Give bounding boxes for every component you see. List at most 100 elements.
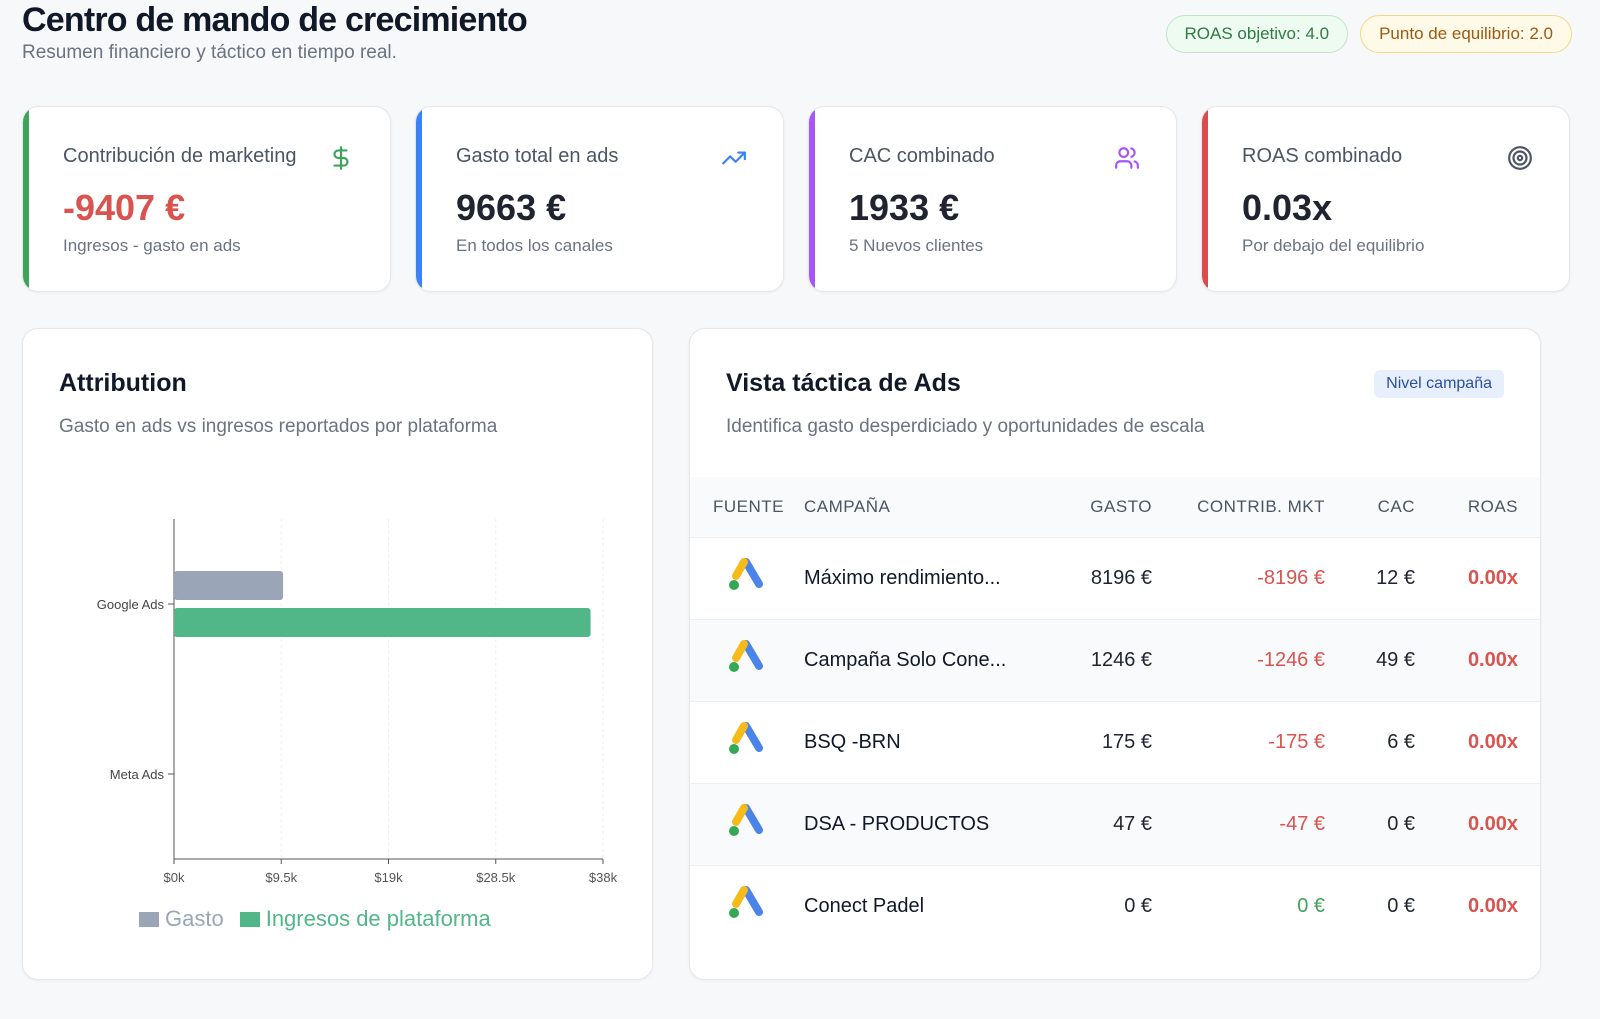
roas-cell: 0.00x — [1467, 730, 1518, 753]
campaign-table: Fuente Campaña Gasto Contrib. MKT CAC RO… — [690, 477, 1540, 947]
kpi-value: -9407 € — [63, 187, 186, 228]
table-row[interactable]: BSQ -BRN 175 € -175 € 6 € 0.00x — [690, 701, 1540, 783]
contribution-cell: -1246 € — [1257, 648, 1325, 671]
table-row[interactable]: Conect Padel 0 € 0 € 0 € 0.00x — [690, 865, 1540, 947]
spend-cell: 8196 € — [1090, 566, 1152, 589]
campaign-name[interactable]: Conect Padel — [804, 894, 925, 917]
kpi-label: Gasto total en ads — [456, 145, 619, 167]
bar-revenue — [174, 608, 591, 637]
attribution-subtitle: Gasto en ads vs ingresos reportados por … — [59, 416, 498, 437]
x-tick-label: $9.5k — [265, 870, 297, 885]
roas-cell: 0.00x — [1467, 812, 1518, 835]
roas-cell: 0.00x — [1467, 648, 1518, 671]
kpi-accent — [416, 107, 422, 291]
source-cell — [690, 783, 804, 865]
kpi-accent — [809, 107, 815, 291]
col-header-spend[interactable]: Gasto — [1090, 496, 1152, 516]
google-ads-icon — [729, 804, 763, 836]
y-tick-label: Google Ads — [97, 597, 165, 612]
contribution-cell: -8196 € — [1257, 566, 1325, 589]
kpi-subtext: Por debajo del equilibrio — [1242, 236, 1425, 255]
kpi-card-blended-cac: CAC combinado 1933 € 5 Nuevos clientes — [808, 106, 1177, 292]
chart-legend: Gasto Ingresos de plataforma — [139, 906, 499, 932]
col-header-contribution[interactable]: Contrib. MKT — [1197, 496, 1325, 516]
kpi-label: ROAS combinado — [1242, 145, 1403, 167]
attribution-title: Attribution — [59, 369, 187, 397]
kpi-row: Contribución de marketing -9407 € Ingres… — [22, 106, 1572, 292]
cac-cell: 12 € — [1376, 566, 1415, 589]
x-tick-label: $38k — [589, 870, 618, 885]
kpi-subtext: En todos los canales — [456, 236, 613, 255]
cac-cell: 0 € — [1387, 894, 1415, 917]
page-header: Centro de mando de crecimiento Resumen f… — [22, 0, 528, 64]
spend-cell: 0 € — [1124, 894, 1152, 917]
x-tick-label: $0k — [164, 870, 185, 885]
roas-target-pill: ROAS objetivo: 4.0 — [1165, 15, 1349, 53]
x-tick-label: $28.5k — [476, 870, 516, 885]
contribution-cell: 0 € — [1297, 894, 1325, 917]
tactical-ads-card: Vista táctica de Ads Nivel campaña Ident… — [689, 328, 1541, 980]
source-cell — [690, 619, 804, 701]
table-row[interactable]: Máximo rendimiento... 8196 € -8196 € 12 € 0.… — [690, 537, 1540, 619]
cac-cell: 6 € — [1387, 730, 1415, 753]
table-header-row: Fuente Campaña Gasto Contrib. MKT CAC RO… — [690, 477, 1540, 537]
contribution-cell: -47 € — [1279, 812, 1325, 835]
breakeven-pill: Punto de equilibrio: 2.0 — [1360, 15, 1572, 53]
roas-cell: 0.00x — [1467, 566, 1518, 589]
legend-item-spend[interactable]: Gasto — [139, 906, 224, 932]
roas-cell: 0.00x — [1467, 894, 1518, 917]
users-icon — [1115, 147, 1139, 169]
table-row[interactable]: DSA - PRODUCTOS 47 € -47 € 0 € 0.00x — [690, 783, 1540, 865]
legend-swatch-revenue — [239, 911, 260, 927]
google-ads-icon — [729, 722, 763, 754]
spend-cell: 1246 € — [1090, 648, 1152, 671]
bar-spend — [174, 571, 284, 600]
source-cell — [690, 865, 804, 947]
x-tick-label: $19k — [374, 870, 403, 885]
campaign-name[interactable]: Campaña Solo Cone... — [804, 648, 1007, 671]
spend-cell: 175 € — [1101, 730, 1152, 753]
campaign-name[interactable]: DSA - PRODUCTOS — [804, 812, 990, 835]
kpi-card-marketing-contribution: Contribución de marketing -9407 € Ingres… — [22, 106, 391, 292]
campaign-name[interactable]: Máximo rendimiento... — [804, 566, 1001, 589]
attribution-card: Attribution Gasto en ads vs ingresos rep… — [22, 328, 653, 980]
target-icon — [1508, 146, 1532, 170]
spend-cell: 47 € — [1113, 812, 1152, 835]
tactical-subtitle: Identifica gasto desperdiciado y oportun… — [726, 416, 1205, 437]
page-title: Centro de mando de crecimiento — [22, 1, 528, 39]
google-ads-icon — [729, 640, 763, 672]
header-pills: ROAS objetivo: 4.0 Punto de equilibrio: … — [1165, 15, 1572, 53]
google-ads-icon — [729, 886, 763, 919]
kpi-value: 0.03x — [1242, 187, 1333, 228]
y-tick-label: Meta Ads — [110, 767, 165, 782]
col-header-source[interactable]: Fuente — [713, 496, 784, 516]
kpi-card-blended-roas: ROAS combinado 0.03x Por debajo del equi… — [1201, 106, 1570, 292]
contribution-cell: -175 € — [1268, 730, 1325, 753]
cac-cell: 49 € — [1376, 648, 1415, 671]
kpi-accent — [1202, 107, 1208, 291]
kpi-label: Contribución de marketing — [63, 145, 297, 167]
google-ads-icon — [729, 558, 763, 590]
source-cell — [690, 701, 804, 783]
source-cell — [690, 537, 804, 619]
kpi-card-total-ad-spend: Gasto total en ads 9663 € En todos los c… — [415, 106, 784, 292]
kpi-value: 9663 € — [456, 187, 567, 228]
trending-up-icon — [722, 151, 746, 165]
kpi-value: 1933 € — [849, 187, 960, 228]
legend-label-revenue: Ingresos de plataforma — [265, 906, 491, 931]
page-subtitle: Resumen financiero y táctico en tiempo r… — [22, 42, 397, 63]
kpi-label: CAC combinado — [849, 145, 995, 167]
legend-swatch-spend — [139, 911, 159, 927]
campaign-level-badge[interactable]: Nivel campaña — [1374, 370, 1504, 398]
kpi-accent — [23, 107, 29, 291]
dollar-icon — [333, 146, 349, 170]
col-header-roas[interactable]: ROAS — [1467, 496, 1518, 516]
table-row[interactable]: Campaña Solo Cone... 1246 € -1246 € 49 € 0.0… — [690, 619, 1540, 701]
kpi-subtext: 5 Nuevos clientes — [849, 236, 984, 255]
cac-cell: 0 € — [1387, 812, 1415, 835]
col-header-cac[interactable]: CAC — [1377, 496, 1415, 516]
tactical-title: Vista táctica de Ads — [726, 369, 961, 397]
legend-item-revenue[interactable]: Ingresos de plataforma — [239, 906, 491, 932]
col-header-campaign[interactable]: Campaña — [804, 496, 891, 516]
campaign-name[interactable]: BSQ -BRN — [804, 730, 901, 753]
